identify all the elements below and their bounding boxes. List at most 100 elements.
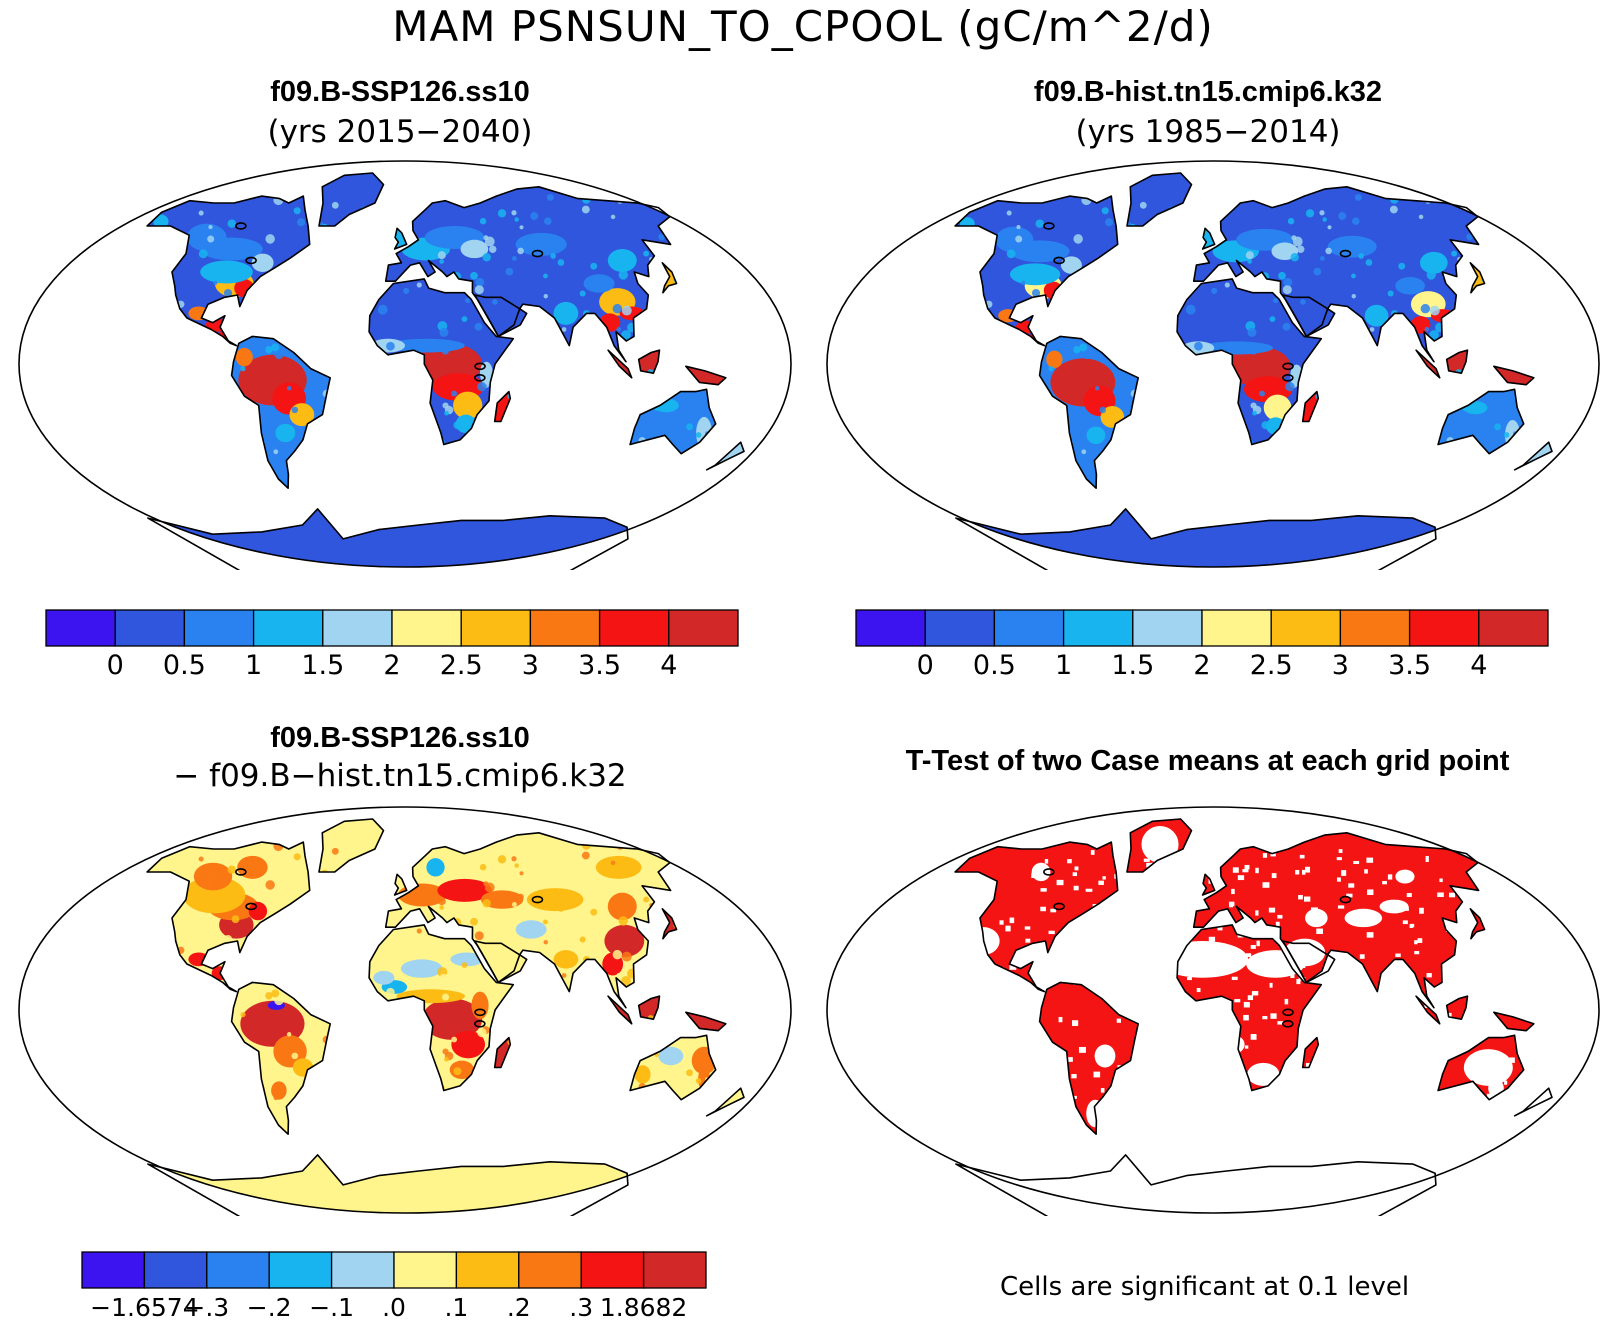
colorbar-swatch — [924, 609, 996, 647]
field-patch — [583, 274, 615, 293]
colorbar-tick-label: 4 — [1470, 650, 1487, 681]
map-border — [826, 806, 1600, 1214]
coastline — [637, 995, 661, 1020]
coastline — [607, 995, 633, 1025]
coastline — [1437, 388, 1525, 455]
colorbar-tick-label: −.1 — [309, 1293, 354, 1322]
coastline — [147, 508, 629, 570]
lake-outline — [474, 362, 486, 371]
colorbar-tick-label: 2.5 — [440, 650, 483, 681]
coastline — [147, 1154, 629, 1216]
colorbar-tick-label: 3.5 — [1388, 650, 1431, 681]
field-patch — [453, 391, 483, 420]
colorbar-tick-label: 1.5 — [301, 650, 344, 681]
colorbar-swatch — [268, 1251, 333, 1289]
land-borneo — [1446, 350, 1468, 374]
colorbar-swatch — [322, 609, 393, 647]
figure-title: MAM PSNSUN_TO_CPOOL (gC/m^2/d) — [392, 2, 1214, 51]
colorbar-swatch — [855, 609, 926, 647]
coastline — [685, 365, 727, 386]
field-patch — [1225, 346, 1291, 386]
field-patch — [275, 423, 296, 443]
ocean — [827, 807, 1599, 1213]
coastline — [146, 195, 311, 347]
colorbar-tick-label: .1 — [444, 1293, 468, 1322]
colorbar-tick-label: 3.5 — [578, 650, 621, 681]
field-patch — [1364, 304, 1389, 327]
field-patch — [400, 959, 443, 978]
lake-outline — [474, 1020, 486, 1028]
non-significant-area — [1141, 825, 1179, 863]
coastline — [607, 349, 633, 379]
map-panel-top-right — [826, 160, 1600, 570]
map-border — [826, 160, 1600, 568]
field-patch — [634, 1065, 651, 1084]
colorbar-swatch — [1062, 609, 1134, 647]
field-patch — [553, 950, 579, 969]
colorbar-swatch — [393, 1251, 458, 1289]
coastline — [1469, 908, 1486, 940]
coastline — [230, 981, 331, 1135]
colorbar-swatch — [206, 1251, 270, 1289]
colorbar-tick-label: 2 — [1193, 650, 1210, 681]
colorbar-tick-label: 0.5 — [973, 650, 1016, 681]
panel-subtitle-top-right: (yrs 1985−2014) — [1075, 114, 1341, 150]
colorbar-tick-label: .2 — [507, 1293, 531, 1322]
ocean — [19, 807, 791, 1213]
lake-outline — [1043, 868, 1055, 876]
coastline — [1493, 1011, 1535, 1032]
lake-outline — [1282, 1020, 1294, 1028]
lake-outline — [1339, 895, 1352, 904]
coastline — [661, 908, 678, 940]
lake-outline — [1053, 256, 1065, 265]
colorbar-swatch — [1408, 609, 1480, 647]
lake-outline — [1053, 902, 1065, 911]
colorbar-tick-label: .0 — [382, 1293, 406, 1322]
coastline — [1513, 1087, 1553, 1117]
coastline — [705, 1087, 745, 1117]
colorbar-tick-label: 3 — [522, 650, 539, 681]
land-madagascar — [494, 391, 511, 422]
field-patch — [153, 214, 169, 229]
coastline — [629, 388, 717, 455]
field-patch — [450, 952, 484, 967]
coastline — [1301, 1036, 1320, 1069]
map-panel-bottom-right — [826, 806, 1600, 1216]
field-patch — [595, 855, 642, 879]
map-panel-top-left — [18, 160, 792, 570]
land-sumatra — [608, 350, 632, 378]
colorbar-tick-label: 1.5 — [1111, 650, 1154, 681]
non-significant-area — [1247, 1062, 1280, 1086]
field-patch — [422, 998, 483, 1040]
coastline — [954, 841, 1119, 993]
map-border — [18, 160, 792, 568]
coastline — [1201, 227, 1216, 250]
field-patch — [479, 361, 493, 385]
field-patch — [271, 1081, 287, 1100]
colorbar-top-right: 0 0.5 1 1.5 2 2.5 3 3.5 4 — [855, 609, 1549, 681]
coastline — [955, 1154, 1437, 1216]
colorbar-tick-label: 1 — [245, 650, 262, 681]
field-patch — [193, 862, 233, 891]
colorbar-tick-label: 1.8682 — [600, 1293, 687, 1322]
field-patch — [451, 1030, 486, 1059]
land-sumatra — [1416, 350, 1440, 378]
field-patch — [553, 301, 579, 325]
panel-title-bottom-right: T-Test of two Case means at each grid po… — [905, 745, 1510, 777]
field-patch — [607, 892, 637, 921]
coastline — [318, 818, 385, 873]
coastline — [1038, 981, 1139, 1135]
coastline — [474, 294, 528, 338]
field-patch — [248, 901, 268, 921]
field-patch — [604, 924, 645, 958]
non-significant-area — [1305, 908, 1328, 928]
coastline — [1038, 335, 1139, 489]
coastline — [318, 172, 385, 227]
land-greenland — [319, 173, 384, 226]
significance-footnote: Cells are significant at 0.1 level — [1000, 1272, 1410, 1302]
land-greenland — [319, 819, 384, 872]
map-panel-bottom-left — [18, 806, 792, 1216]
colorbar-swatch — [183, 609, 255, 647]
non-significant-area — [1379, 899, 1409, 914]
coastline — [685, 1011, 727, 1032]
